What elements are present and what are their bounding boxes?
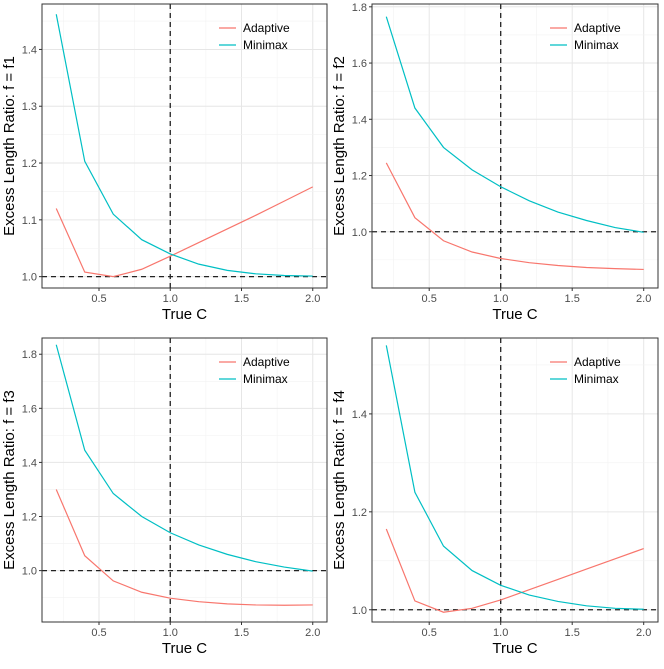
y-tick-label: 1.1 — [22, 215, 37, 227]
x-tick-label: 1.0 — [163, 293, 178, 305]
y-tick-label: 1.4 — [22, 457, 37, 469]
x-tick-label: 0.5 — [422, 293, 437, 305]
panel-4: 0.5 1.0 1.5 2.0 1.0 1.2 1.4 True C Excess Length… — [331, 337, 659, 657]
series-line-minimax — [385, 16, 644, 233]
x-tick-label: 1.5 — [565, 293, 580, 305]
y-axis-title: Excess Length Ratio: f = f1 — [1, 56, 18, 236]
plot-border — [41, 337, 328, 623]
legend-label-minimax: Minimax — [574, 38, 619, 52]
y-tick-label: 1.2 — [22, 512, 37, 524]
plot-border — [371, 337, 659, 623]
panel-1: 0.5 1.0 1.5 2.0 1.0 1.1 1.2 1.3 1.4 True C Excess … — [1, 3, 328, 323]
y-tick-label: 1.2 — [352, 171, 367, 183]
panel-2: 0.5 1.0 1.5 2.0 1.0 1.2 1.4 1.6 1.8 True C Excess … — [331, 2, 659, 323]
x-tick-label: 2.0 — [636, 627, 651, 639]
legend-label-adaptive: Adaptive — [243, 21, 290, 35]
y-tick-label: 1.8 — [352, 2, 367, 14]
y-tick-label: 1.0 — [352, 605, 367, 617]
x-axis-title: True C — [492, 640, 537, 657]
legend-label-minimax: Minimax — [243, 38, 288, 52]
y-tick-label: 1.2 — [22, 158, 37, 170]
series-line-minimax — [55, 344, 313, 572]
series-line-minimax — [55, 14, 313, 277]
y-tick-label: 1.4 — [352, 114, 367, 126]
y-axis-title: Excess Length Ratio: f = f3 — [1, 390, 18, 570]
plot-border — [41, 3, 328, 289]
x-tick-label: 1.5 — [565, 627, 580, 639]
series-line-adaptive — [55, 489, 313, 606]
x-tick-label: 1.5 — [234, 627, 249, 639]
series-line-adaptive — [385, 528, 644, 613]
legend-label-minimax: Minimax — [574, 372, 619, 386]
x-tick-label: 1.0 — [493, 293, 508, 305]
x-tick-label: 1.0 — [163, 627, 178, 639]
y-tick-label: 1.4 — [352, 409, 367, 421]
y-tick-label: 1.0 — [22, 272, 37, 284]
y-tick-label: 1.6 — [352, 58, 367, 70]
x-tick-label: 0.5 — [91, 293, 106, 305]
plot-border — [371, 3, 659, 289]
x-tick-label: 2.0 — [636, 293, 651, 305]
legend-label-minimax: Minimax — [243, 372, 288, 386]
x-tick-label: 2.0 — [305, 627, 320, 639]
legend-label-adaptive: Adaptive — [243, 355, 290, 369]
x-tick-label: 2.0 — [305, 293, 320, 305]
x-tick-label: 1.5 — [234, 293, 249, 305]
legend-label-adaptive: Adaptive — [574, 355, 621, 369]
x-axis-title: True C — [162, 640, 207, 657]
x-axis-title: True C — [162, 306, 207, 323]
series-line-adaptive — [55, 186, 314, 278]
y-tick-label: 1.6 — [22, 403, 37, 415]
y-tick-label: 1.4 — [22, 44, 37, 56]
panel-3: 0.5 1.0 1.5 2.0 1.0 1.2 1.4 1.6 1.8 True C Excess … — [1, 337, 328, 657]
y-tick-label: 1.0 — [22, 566, 37, 578]
y-axis-title: Excess Length Ratio: f = f2 — [331, 56, 348, 236]
y-tick-label: 1.8 — [22, 349, 37, 361]
y-tick-label: 1.3 — [22, 101, 37, 113]
x-tick-label: 1.0 — [493, 627, 508, 639]
y-tick-label: 1.2 — [352, 507, 367, 519]
x-tick-label: 0.5 — [91, 627, 106, 639]
x-axis-title: True C — [492, 306, 537, 323]
series-line-minimax — [385, 345, 644, 610]
series-line-adaptive — [385, 162, 644, 271]
y-axis-title: Excess Length Ratio: f = f4 — [331, 390, 348, 570]
legend-label-adaptive: Adaptive — [574, 21, 621, 35]
y-tick-label: 1.0 — [352, 227, 367, 239]
x-tick-label: 0.5 — [422, 627, 437, 639]
